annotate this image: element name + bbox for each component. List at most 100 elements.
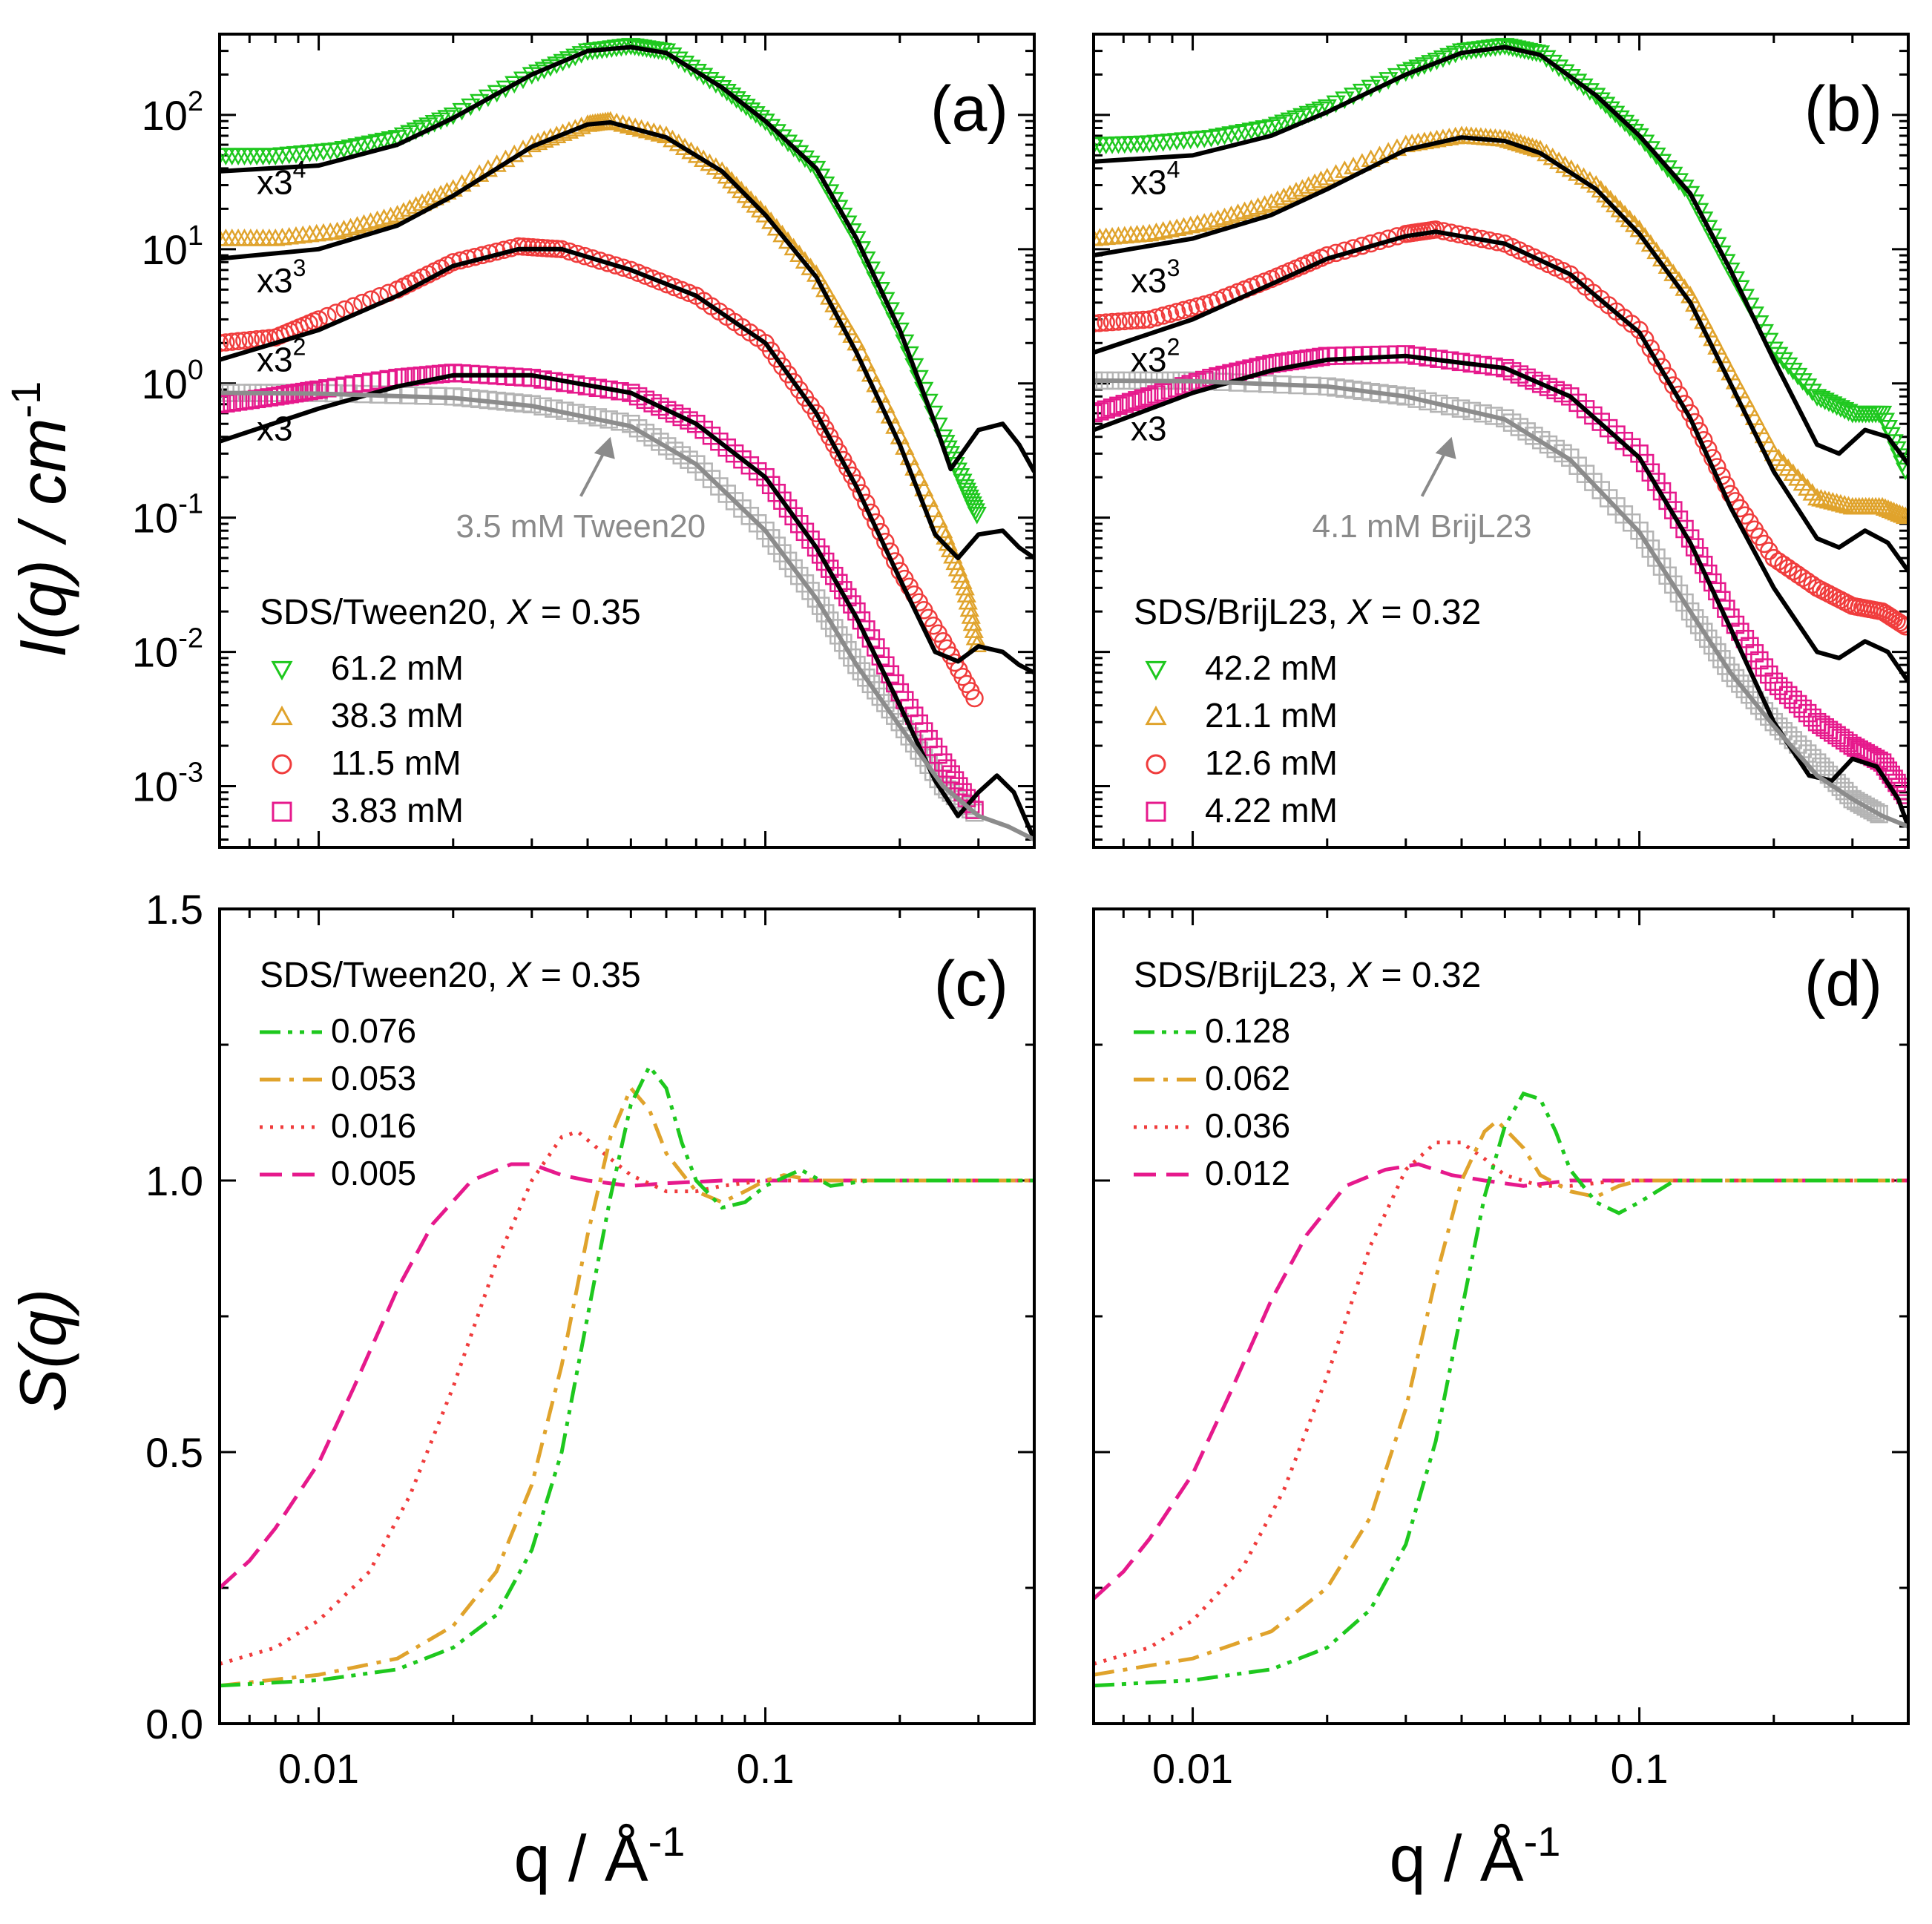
data-point — [1292, 179, 1312, 197]
data-point — [1274, 187, 1294, 206]
data-point — [1641, 339, 1660, 358]
data-point — [1788, 565, 1807, 584]
data-point — [361, 212, 381, 230]
data-point — [1241, 199, 1261, 217]
data-point — [965, 801, 984, 819]
data-point — [1878, 499, 1898, 517]
data-point — [1146, 222, 1166, 240]
scale-multiplier: x33 — [257, 255, 306, 300]
data-point — [880, 302, 900, 320]
legend-label: 0.062 — [1205, 1059, 1290, 1097]
data-point — [1872, 496, 1893, 515]
data-point — [1870, 804, 1888, 824]
y-tick-label: 100 — [142, 355, 203, 407]
data-point — [1317, 168, 1337, 185]
data-point — [1304, 173, 1325, 191]
data-point — [1741, 637, 1759, 656]
legend-item: 4.22 mM — [1146, 791, 1338, 830]
data-point — [1778, 357, 1798, 375]
data-point — [1884, 502, 1904, 519]
data-point — [1629, 128, 1649, 146]
data-point — [857, 669, 875, 687]
data-point — [1663, 166, 1683, 185]
data-point — [1640, 141, 1660, 159]
data-point — [1866, 803, 1885, 821]
data-point — [1717, 657, 1735, 675]
legend-title: SDS/Tween20, X = 0.35 — [260, 956, 641, 995]
legend-label: 38.3 mM — [331, 696, 464, 735]
legend-item: 3.83 mM — [272, 791, 464, 830]
data-point — [235, 331, 254, 350]
data-point — [1121, 393, 1140, 412]
sq-curve — [1094, 1118, 1908, 1677]
data-point — [1875, 498, 1896, 516]
data-point — [871, 687, 890, 706]
data-point — [1167, 303, 1186, 321]
scale-multiplier: x32 — [1131, 334, 1180, 379]
y-tick-label: 1.5 — [145, 886, 203, 933]
legend-label: 0.012 — [1205, 1154, 1290, 1192]
panel-b: (b) SDS/BrijL23, X = 0.32 42.2 mM 21.1 mM 12… — [1092, 33, 1910, 849]
fit-curve — [220, 120, 1034, 561]
data-point — [341, 217, 361, 236]
data-point — [856, 251, 876, 269]
legend-marker — [272, 801, 292, 822]
plot-area — [1094, 1091, 1908, 1688]
data-point — [1863, 801, 1882, 820]
legend-item: 0.053 — [260, 1059, 416, 1097]
data-point — [1754, 425, 1774, 444]
legend-item: 61.2 mM — [271, 649, 464, 687]
data-point — [867, 681, 885, 700]
data-point — [1647, 348, 1666, 367]
data-point — [1635, 329, 1655, 349]
data-point — [909, 370, 929, 388]
data-point — [847, 655, 866, 674]
legend-title: SDS/Tween20, X = 0.35 — [260, 593, 641, 632]
data-point — [1094, 314, 1103, 333]
y-axis-title-top: I(q) / cm-1 — [2, 381, 79, 657]
x-axis-title-left-text: q / Å — [514, 1822, 648, 1895]
data-point — [1784, 562, 1802, 581]
fit-curve — [1094, 378, 1908, 829]
legend-label: 42.2 mM — [1205, 649, 1338, 687]
data-point — [924, 499, 944, 518]
data-point — [870, 281, 890, 300]
data-point — [861, 261, 881, 280]
x-axis-title-right: q / Å-1 — [1390, 1818, 1561, 1895]
data-point — [1174, 301, 1193, 320]
data-point — [1109, 396, 1128, 416]
data-point — [955, 577, 975, 596]
data-point — [1741, 685, 1759, 704]
data-point — [1109, 312, 1128, 331]
legend-title: SDS/BrijL23, X = 0.32 — [1134, 956, 1481, 995]
data-point — [1094, 404, 1103, 423]
scale-multiplier: x3 — [257, 410, 293, 448]
sq-curve — [1094, 1162, 1908, 1600]
x-axis-title-right-sup: -1 — [1524, 1818, 1561, 1865]
data-point — [241, 330, 260, 349]
data-point — [919, 489, 939, 508]
data-point — [220, 395, 229, 414]
data-point — [1774, 555, 1793, 574]
data-point — [1427, 129, 1447, 148]
data-point — [1568, 73, 1588, 91]
data-point — [1439, 128, 1459, 145]
data-point — [1773, 352, 1793, 370]
data-point — [875, 292, 896, 310]
data-point — [904, 358, 924, 376]
data-point — [1778, 559, 1798, 577]
fit-curve — [220, 246, 1034, 675]
data-point — [220, 333, 235, 352]
legend-marker — [1145, 705, 1167, 726]
data-point — [933, 520, 953, 539]
data-point — [1793, 568, 1812, 588]
data-point — [1721, 663, 1740, 682]
legend-marker — [271, 705, 293, 726]
data-point — [1744, 407, 1764, 425]
data-point — [1335, 160, 1355, 178]
data-point — [1134, 310, 1153, 329]
data-point — [1749, 416, 1770, 435]
data-point — [1181, 299, 1200, 318]
data-point — [1896, 617, 1908, 636]
